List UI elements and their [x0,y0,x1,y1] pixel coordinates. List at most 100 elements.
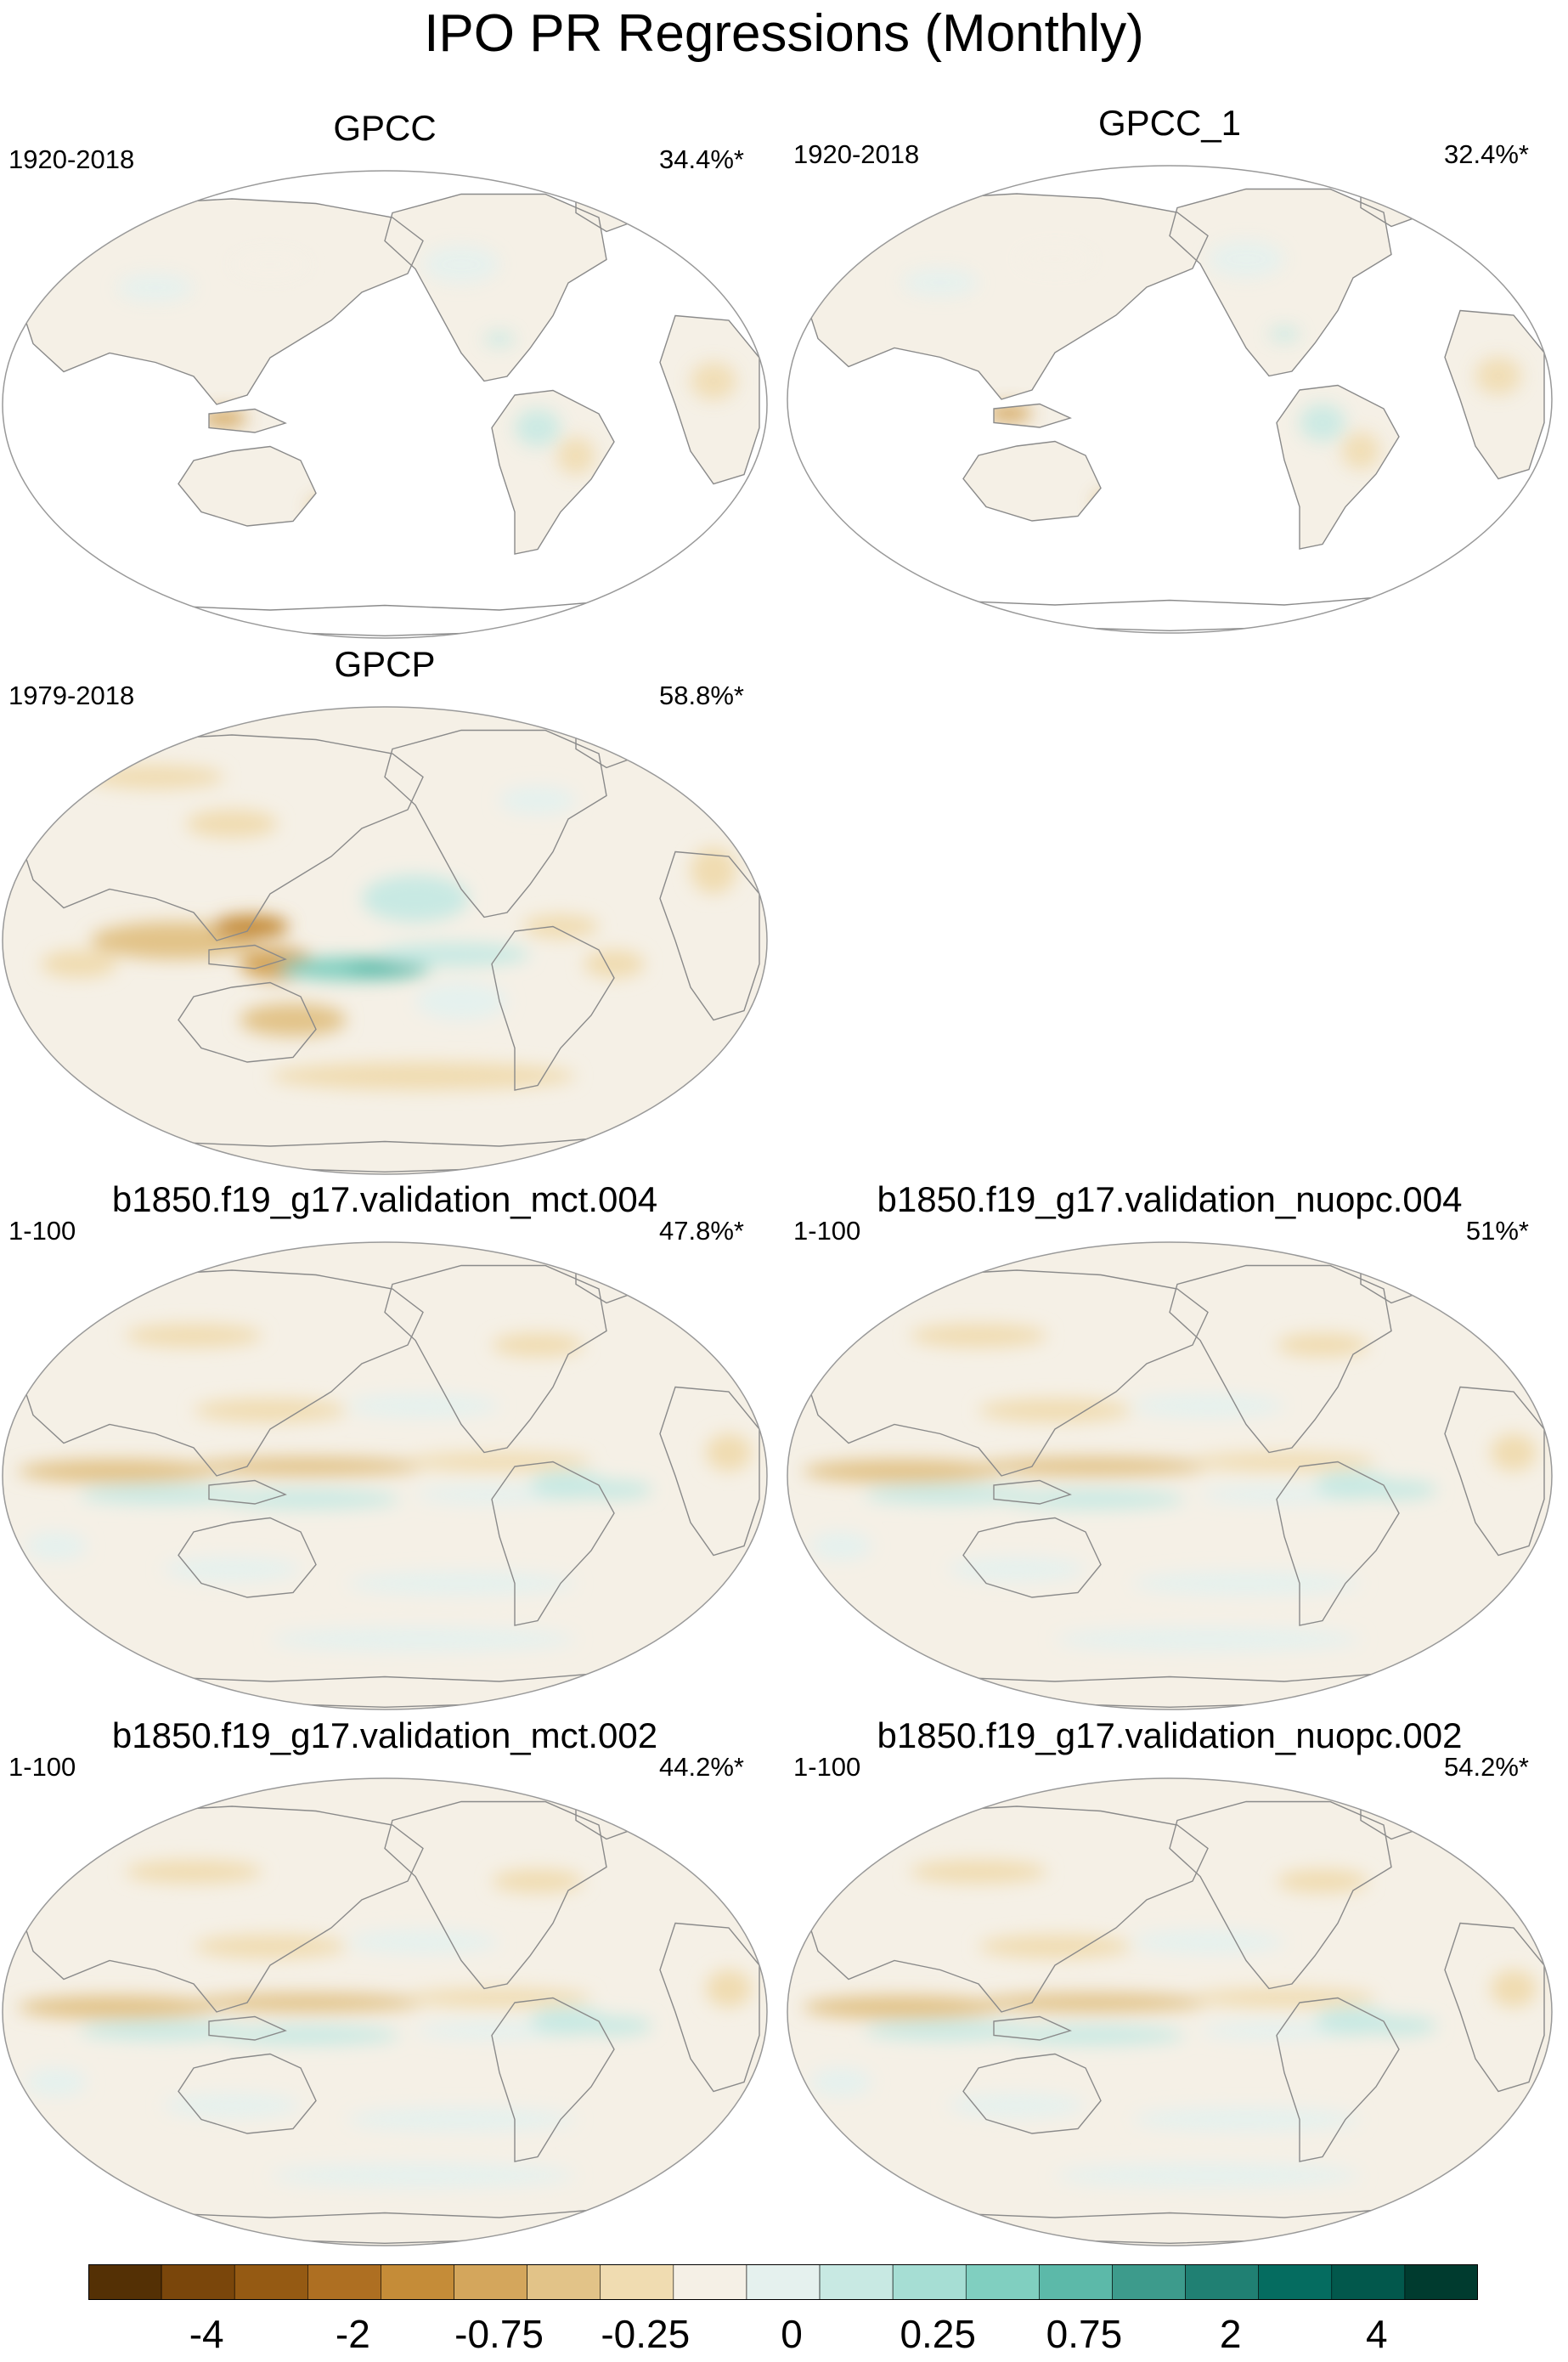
anomaly-blob [87,765,224,789]
colorbar-swatch [1258,2264,1333,2300]
anomaly-blob [584,950,645,978]
anomaly-blob [902,268,979,297]
land-fill-australia [178,446,316,526]
land-fill-namerica [385,194,606,381]
colorbar-swatch [161,2264,235,2300]
coastline-asia [17,198,424,405]
map-panel-mct-004: b1850.f19_g17.validation_mct.004 1-100 4… [0,1177,770,1710]
figure-title: IPO PR Regressions (Monthly) [424,4,1144,63]
land-fill-australia [963,441,1101,521]
anomaly-blob [18,1459,217,1483]
colorbar-swatch [1039,2264,1113,2300]
panel-variance: 44.2%* [659,1752,744,1782]
coastline-namerica [384,1264,607,1454]
panel-variance: 34.4%* [659,144,744,174]
colorbar-swatch [88,2264,162,2300]
coastline-samerica [1276,384,1400,550]
coastline-samerica [491,1461,615,1626]
coastline-africa [1444,1922,1545,2093]
coastline-asia [802,193,1209,400]
anomaly-blob [492,1869,584,1893]
colorbar-tick-label: -2 [335,2312,370,2356]
anomaly-blob [408,1988,591,2008]
anomaly-blob [163,1557,301,1581]
coastline-samerica [491,1997,615,2162]
panel-variance: 51%* [1465,1216,1529,1246]
anomaly-blob [691,362,736,400]
anomaly-blob [1208,240,1284,278]
anomaly-blob [347,961,423,976]
panel-title: b1850.f19_g17.validation_nuopc.002 [877,1715,1463,1755]
coastline-africa [659,1386,760,1557]
anomaly-blob [1193,1988,1376,2008]
anomaly-blob [706,1969,752,2008]
map-outline [2,1777,768,2246]
anomaly-blob [415,982,507,1020]
anomaly-blob [1491,1969,1537,2008]
coastline-namerica [384,729,607,918]
anomaly-blob [556,437,595,475]
coastline-australia [178,1517,317,1598]
coastline-indonesia [993,1479,1072,1505]
anomaly-blob [1491,1433,1537,1472]
map-plot [2,1241,768,1710]
land-fill-asia [803,194,1208,399]
colorbar-tick-label: 2 [1219,2312,1242,2356]
anomaly-blob [1001,2026,1185,2045]
anomaly-blob [948,1557,1086,1581]
panel-title: b1850.f19_g17.validation_mct.002 [111,1715,658,1755]
panel-variance: 54.2%* [1444,1752,1529,1782]
map-panel-gpcc-1: GPCC_1 1920-2018 32.4%* [785,100,1554,634]
coastline-namerica [1169,1800,1392,1990]
coastline-africa [1444,1386,1545,1557]
map-plot [787,1777,1553,2246]
anomaly-blob [217,1489,400,1509]
anomaly-blob [1017,245,1093,274]
anomaly-blob [194,1993,423,2012]
anomaly-blob [484,331,515,347]
anomaly-blob [864,1485,1032,1504]
anomaly-blob [347,2107,576,2132]
anomaly-blob [1193,1452,1376,1472]
anomaly-blob [864,2021,1032,2040]
coastline-namerica [384,193,607,382]
anomaly-blob [706,1433,752,1472]
anomaly-blob [163,2094,301,2117]
colorbar-tick-label: -0.75 [454,2312,544,2356]
map-outline [787,1777,1553,2246]
anomaly-blob [1200,2021,1353,2040]
map-plot [2,170,768,639]
anomaly-blob [979,1399,1131,1422]
colorbar-swatch [892,2264,967,2300]
anomaly-blob [347,1571,576,1596]
land-fill-asia [18,199,423,404]
anomaly-blob [1277,1333,1368,1357]
colorbar-swatch [673,2264,747,2300]
anomaly-blob [910,1324,1047,1348]
map-plot [2,706,768,1175]
coastline-africa [659,1922,760,2093]
anomaly-blob [691,847,736,894]
anomaly-blob [803,1459,1001,1483]
anomaly-blob [25,1532,87,1560]
anomaly-blob [1131,1930,1284,1954]
anomaly-blob [522,914,599,939]
anomaly-blob [194,1935,347,1958]
coastline-africa [1444,309,1545,480]
anomaly-blob [362,875,469,922]
panel-variance: 58.8%* [659,681,744,710]
colorbar-tick-label: 0.75 [1046,2312,1123,2356]
anomaly-blob [1131,1571,1361,1596]
anomaly-blob [1200,1485,1353,1504]
panel-title: GPCP [334,644,436,684]
map-outline [2,1241,768,1710]
coastline-indonesia [993,403,1072,428]
colorbar-swatch [600,2264,674,2300]
anomaly-blob [810,1532,871,1560]
colorbar-swatch [1331,2264,1406,2300]
coastline-indonesia [208,2015,287,2041]
colorbar-swatch [381,2264,454,2300]
anomaly-blob [1001,1489,1185,1509]
anomaly-blob [576,1480,652,1500]
anomaly-blob [186,810,278,838]
